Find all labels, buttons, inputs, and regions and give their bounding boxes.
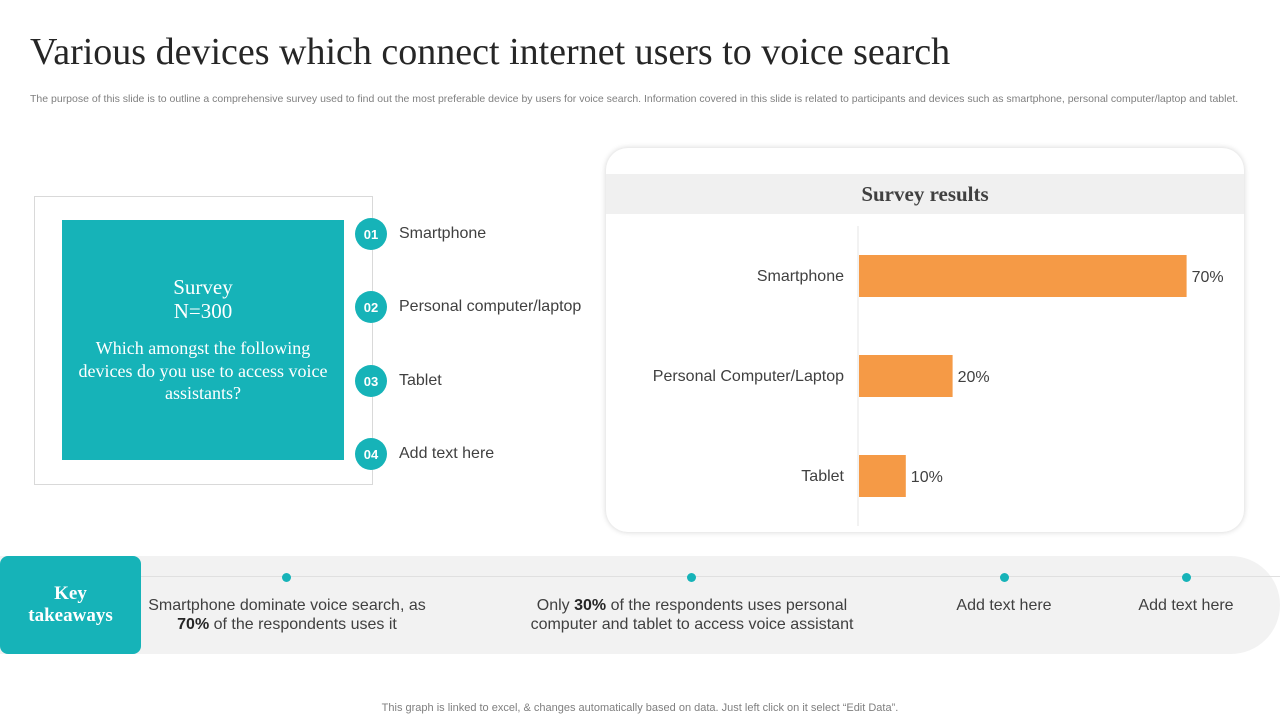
survey-title: Survey: [173, 275, 233, 300]
bar-0[interactable]: [859, 255, 1187, 297]
bar-2[interactable]: [859, 455, 906, 497]
footer-note: This graph is linked to excel, & changes…: [381, 702, 899, 714]
takeaway-text-pre: Add text here: [956, 597, 1052, 614]
takeaways-label: Key takeaways: [28, 583, 113, 626]
option-number-badge: 01: [355, 218, 387, 250]
page-subtitle: The purpose of this slide is to outline …: [30, 93, 1239, 105]
takeaways-band: [0, 556, 1280, 654]
option-number-badge: 02: [355, 291, 387, 323]
chart-title: Survey results: [606, 174, 1244, 214]
data-label: 70%: [1192, 269, 1224, 286]
option-item-2: 02 Personal computer/laptop: [355, 291, 581, 323]
takeaways-badge: Key takeaways: [0, 556, 141, 654]
option-number-badge: 03: [355, 365, 387, 397]
takeaway-dot: [282, 573, 291, 582]
takeaway-text-3: Add text here: [924, 596, 1084, 615]
option-item-4: 04 Add text here: [355, 438, 494, 470]
takeaway-text-pre: Add text here: [1138, 597, 1234, 614]
option-item-3: 03 Tablet: [355, 365, 442, 397]
category-tick-label: Tablet: [801, 468, 844, 485]
takeaway-text-1: Smartphone dominate voice search, as 70%…: [142, 596, 432, 634]
takeaway-text-pre: Only: [536, 597, 575, 614]
takeaway-text-post: of the respondents uses personal compute…: [530, 597, 854, 633]
category-tick-label: Smartphone: [757, 268, 844, 285]
option-number-badge: 04: [355, 438, 387, 470]
takeaway-dot: [1000, 573, 1009, 582]
survey-card: Survey N=300 Which amongst the following…: [62, 220, 344, 460]
data-label: 20%: [958, 369, 990, 386]
takeaway-text-4: Add text here: [1106, 596, 1266, 615]
survey-results-chart[interactable]: Smartphone 70% Personal Computer/Laptop 20%…: [606, 148, 1244, 532]
option-label: Tablet: [399, 372, 442, 389]
survey-question: Which amongst the following devices do y…: [78, 338, 328, 404]
survey-results-card[interactable]: Survey results Smartphone 70% Personal Com…: [606, 148, 1244, 532]
takeaways-timeline: [141, 576, 1280, 577]
survey-sample-size: N=300: [173, 299, 233, 324]
data-label: 10%: [911, 469, 943, 486]
takeaway-highlight: 70%: [177, 616, 210, 633]
category-tick-label: Personal Computer/Laptop: [653, 368, 844, 385]
takeaway-highlight: 30%: [574, 597, 607, 614]
option-label: Personal computer/laptop: [399, 298, 582, 315]
option-label: Smartphone: [399, 225, 487, 242]
option-label: Add text here: [399, 445, 495, 462]
takeaway-text-2: Only 30% of the respondents uses persona…: [522, 596, 862, 634]
takeaway-text-post: of the respondents uses it: [209, 616, 397, 633]
option-item-1: 01 Smartphone: [355, 218, 486, 250]
survey-frame: [34, 196, 373, 485]
takeaway-text-pre: Smartphone dominate voice search, as: [148, 597, 426, 614]
takeaway-dot: [1182, 573, 1191, 582]
takeaway-dot: [687, 573, 696, 582]
page-title: Various devices which connect internet u…: [30, 31, 951, 73]
bar-1[interactable]: [859, 355, 953, 397]
